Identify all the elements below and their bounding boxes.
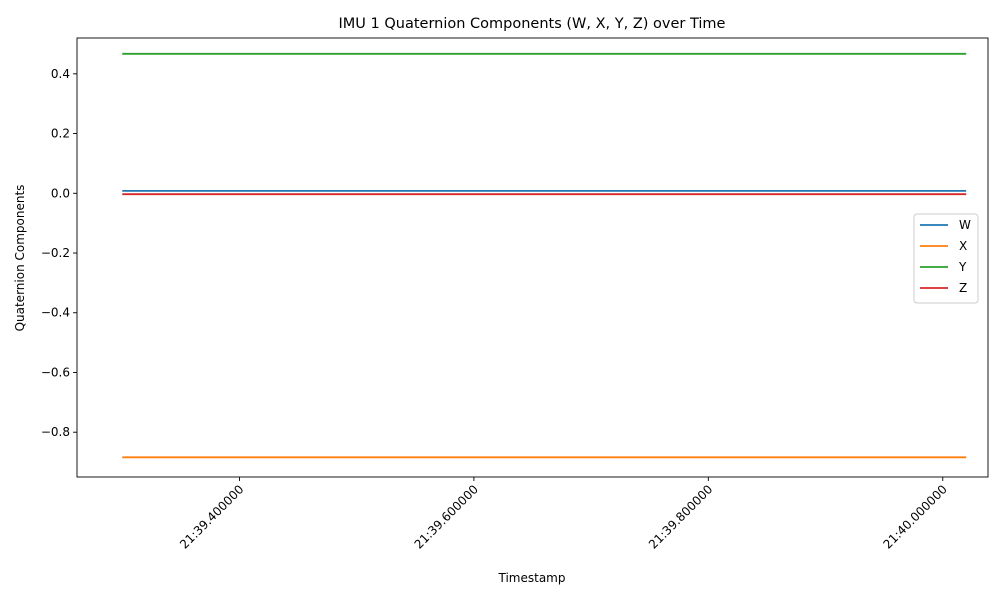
x-axis-title: Timestamp (498, 571, 566, 585)
x-tick-label: 21:39.600000 (412, 482, 481, 551)
x-tick-label: 21:40.000000 (880, 482, 949, 551)
y-tick-label: −0.4 (41, 306, 70, 320)
y-tick-label: 0.4 (51, 67, 70, 81)
legend-label-y: Y (958, 260, 967, 274)
y-tick-label: 0.0 (51, 186, 70, 200)
legend-label-w: W (959, 218, 971, 232)
plot-area: −0.8 −0.6 −0.4 −0.2 0.0 0.2 0.4 21:39.400000 21:… (41, 37, 989, 552)
y-tick-label: 0.2 (51, 127, 70, 141)
legend-label-x: X (959, 239, 967, 253)
y-tick-label: −0.6 (41, 365, 70, 379)
y-axis-title: Quaternion Components (13, 185, 27, 332)
y-tick-label: −0.8 (41, 425, 70, 439)
x-tick-label: 21:39.400000 (177, 482, 246, 551)
x-tick-label: 21:39.800000 (646, 482, 715, 551)
legend-box (913, 213, 979, 304)
legend-label-z: Z (959, 281, 967, 295)
y-tick-label: −0.2 (41, 246, 70, 260)
chart-title: IMU 1 Quaternion Components (W, X, Y, Z)… (339, 16, 726, 32)
plot-frame (76, 37, 989, 478)
